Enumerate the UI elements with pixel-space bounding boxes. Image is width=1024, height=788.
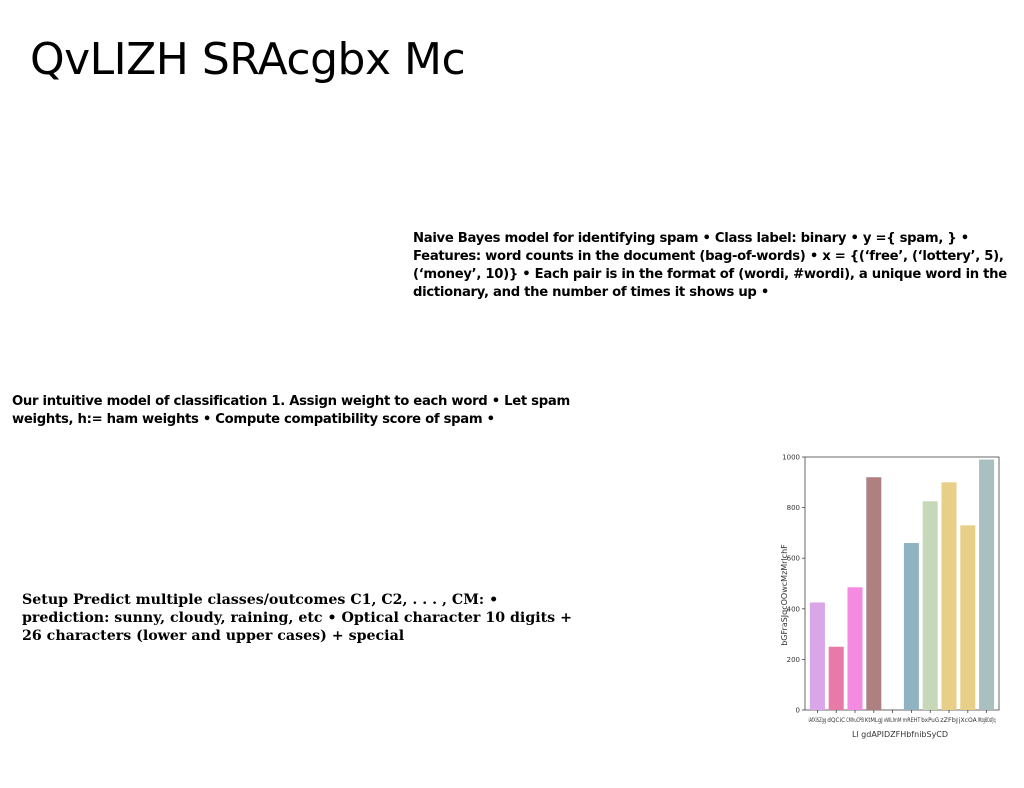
y-tick-label: 1000: [782, 454, 800, 462]
x-tick-label: dQCiC: [827, 716, 845, 724]
y-tick-label: 400: [787, 605, 800, 613]
x-tick-label: zZFbJ: [940, 716, 958, 724]
x-tick-label: iAfXiSZgg: [809, 716, 827, 724]
slide-title: QvLIZH SRAcgbx Mc: [30, 34, 466, 85]
bar-chart: 0 200 400 600 800 1000 iAfXiSZgg dQCiC CMhuCPB Kt…: [780, 454, 1000, 739]
x-tick-label: CMhuCPB: [846, 716, 864, 724]
x-tick-label: jXcOA: [958, 716, 977, 724]
paragraph-intuitive-model: Our intuitive model of classification 1.…: [12, 394, 570, 427]
x-tick-label: lMzgBDsfJq: [978, 716, 996, 724]
x-tick-label: KtMLgJ: [865, 716, 883, 724]
plot-area: 0 200 400 600 800 1000 iAfXiSZgg dQCiC CMhuCPB Kt…: [782, 454, 1000, 724]
plot-frame: [804, 456, 1000, 711]
y-tick-label: 800: [787, 504, 800, 512]
y-tick-label: 0: [796, 707, 800, 715]
bar-CMhuCPB: [847, 587, 863, 710]
x-tick-label: vWLlmM: [884, 716, 902, 724]
y-axis-label: bGFraSJqcOOwcMzMrlchF: [780, 544, 789, 646]
paragraph-naive-bayes: Naive Bayes model for identifying spam •…: [413, 231, 1007, 300]
bar-mREHT: [903, 543, 919, 710]
paragraph-setup: Setup Predict multiple classes/outcomes …: [22, 592, 572, 644]
bar-iAfXiSZgg: [809, 602, 825, 710]
y-tick-label: 200: [787, 656, 800, 664]
x-tick-label: bxPuG: [921, 716, 939, 724]
x-tick-label: mREHT: [903, 716, 921, 724]
bar-jXcOA: [960, 525, 976, 710]
x-axis-label: Ll gdAPIDZFHbfnibSyCD: [852, 730, 948, 739]
bar-dQCiC: [828, 646, 844, 710]
bar-lMzgBDsfJq: [979, 459, 995, 710]
bar-zZFbJ: [941, 482, 957, 710]
bar-bxPuG: [922, 501, 938, 710]
bar-KtMLgJ: [866, 477, 882, 710]
y-tick-label: 600: [787, 555, 800, 563]
